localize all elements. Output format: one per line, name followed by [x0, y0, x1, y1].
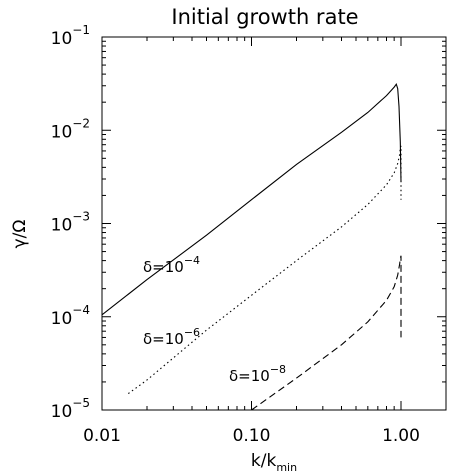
axis-tick-labels: 0.01 0.10 1.00 10−5 10−4 10−3 10−2 10−1	[51, 23, 420, 446]
x-axis-label: k/kmin	[251, 451, 297, 474]
y-tick-label: 10−2	[51, 116, 90, 142]
y-tick-label: 10−3	[51, 210, 90, 236]
x-tick-label: 0.01	[83, 426, 121, 446]
x-tick-label: 1.00	[382, 426, 420, 446]
y-tick-label: 10−1	[51, 23, 90, 49]
y-tick-label: 10−5	[51, 396, 90, 422]
delta-annotation: δ=10−4	[143, 254, 200, 276]
series-line-solid	[101, 82, 402, 316]
chart-title: Initial growth rate	[171, 5, 358, 29]
axis-ticks	[101, 36, 447, 411]
x-tick-label: 0.10	[233, 426, 271, 446]
y-axis-label: γ/Ω	[10, 220, 30, 249]
data-series	[101, 82, 402, 411]
plot-frame	[101, 36, 447, 411]
y-tick-label: 10−4	[51, 303, 90, 329]
series-annotations: δ=10−4 δ=10−6 δ=10−8	[143, 254, 286, 385]
delta-annotation: δ=10−6	[143, 326, 200, 348]
series-line-dashed	[251, 255, 402, 411]
delta-annotation: δ=10−8	[229, 363, 286, 385]
